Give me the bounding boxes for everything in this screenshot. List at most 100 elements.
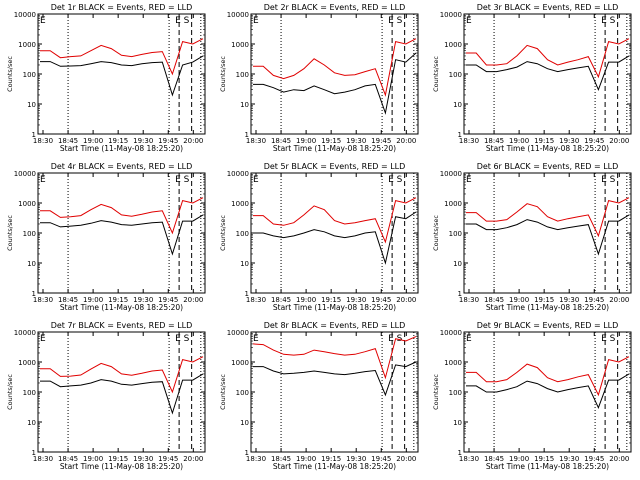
marker-right: E S — [601, 16, 616, 26]
x-axis-label: Start Time (11-May-08 18:25:20) — [273, 303, 396, 312]
lld-series-line — [466, 197, 630, 238]
x-tick-label: 20:00 — [183, 296, 203, 304]
x-tick-label: 19:15 — [534, 296, 554, 304]
y-tick-label: 1000 — [444, 359, 462, 367]
y-tick-label: 100 — [449, 71, 462, 79]
plot-frame — [250, 172, 419, 294]
y-tick-label: 100 — [236, 71, 249, 79]
panel-title: Det 4r BLACK = Events, RED = LLD — [51, 162, 193, 171]
y-axis-label: Counts/sec — [219, 374, 227, 410]
lld-series-line — [40, 197, 204, 235]
x-tick-label: 19:00 — [296, 137, 316, 145]
x-tick-label: 20:00 — [396, 455, 416, 463]
x-tick-label: 18:45 — [58, 137, 78, 145]
lld-series-line — [40, 38, 204, 76]
x-tick-label: 18:30 — [33, 455, 53, 463]
marker-right: E S — [388, 175, 403, 185]
x-tick-label: 20:00 — [183, 455, 203, 463]
x-tick-label: 18:30 — [33, 296, 53, 304]
y-axis-label: Counts/sec — [432, 215, 440, 251]
marker-left: E — [466, 334, 472, 344]
plot-frame — [37, 172, 206, 294]
y-tick-label: 1000 — [18, 200, 36, 208]
marker-right: E S — [175, 334, 190, 344]
x-tick-label: 20:00 — [609, 137, 629, 145]
x-tick-label: 19:15 — [108, 137, 128, 145]
lld-series-line — [253, 38, 417, 97]
x-tick-label: 19:00 — [296, 455, 316, 463]
x-tick-label: 19:00 — [509, 296, 529, 304]
x-tick-label: 18:45 — [58, 455, 78, 463]
x-tick-label: 20:00 — [396, 137, 416, 145]
plot-frame — [463, 13, 632, 135]
x-tick-label: 19:30 — [346, 296, 366, 304]
x-tick-label: 19:15 — [321, 137, 341, 145]
y-tick-label: 1000 — [444, 41, 462, 49]
chart-panel: Det 9r BLACK = Events, RED = LLD 10000 100… — [432, 321, 632, 471]
x-tick-label: 19:15 — [108, 455, 128, 463]
x-tick-label: 19:30 — [559, 455, 579, 463]
y-tick-label: 1 — [245, 131, 249, 139]
x-tick-label: 19:30 — [133, 137, 153, 145]
x-tick-label: 19:30 — [346, 455, 366, 463]
events-series-line — [40, 373, 204, 415]
panel-title: Det 6r BLACK = Events, RED = LLD — [477, 162, 619, 171]
chart-panel: Det 5r BLACK = Events, RED = LLD 10000 100… — [219, 162, 419, 312]
panel-title: Det 9r BLACK = Events, RED = LLD — [477, 321, 619, 330]
y-tick-label: 1000 — [18, 359, 36, 367]
x-tick-label: 19:45 — [584, 296, 604, 304]
x-tick-label: 18:45 — [271, 137, 291, 145]
x-tick-label: 18:45 — [484, 455, 504, 463]
y-axis-label: Counts/sec — [219, 56, 227, 92]
chart-panel: Det 2r BLACK = Events, RED = LLD 10000 100… — [219, 3, 419, 153]
x-tick-label: 19:30 — [559, 296, 579, 304]
x-axis-label: Start Time (11-May-08 18:25:20) — [486, 462, 609, 471]
y-axis-label: Counts/sec — [6, 374, 14, 410]
y-tick-label: 100 — [23, 230, 36, 238]
y-tick-label: 10 — [453, 419, 462, 427]
y-tick-label: 100 — [23, 71, 36, 79]
x-tick-label: 18:45 — [271, 296, 291, 304]
y-tick-label: 10 — [240, 260, 249, 268]
lld-series-line — [253, 197, 417, 244]
marker-left: E — [466, 16, 472, 26]
y-tick-label: 10000 — [14, 329, 36, 337]
marker-left: E — [253, 16, 259, 26]
x-tick-label: 18:45 — [484, 137, 504, 145]
y-tick-label: 10 — [27, 260, 36, 268]
x-tick-label: 19:45 — [158, 296, 178, 304]
x-tick-label: 19:45 — [158, 137, 178, 145]
chart-panel: Det 1r BLACK = Events, RED = LLD 10000 100… — [6, 3, 206, 153]
x-axis-label: Start Time (11-May-08 18:25:20) — [486, 144, 609, 153]
y-tick-label: 10 — [27, 101, 36, 109]
y-tick-label: 10000 — [14, 170, 36, 178]
panel-title: Det 3r BLACK = Events, RED = LLD — [477, 3, 619, 12]
chart-panel: Det 3r BLACK = Events, RED = LLD 10000 100… — [432, 3, 632, 153]
x-tick-label: 20:00 — [183, 137, 203, 145]
x-tick-label: 19:45 — [158, 455, 178, 463]
x-tick-label: 19:15 — [321, 296, 341, 304]
marker-left: E — [40, 175, 46, 185]
x-tick-label: 20:00 — [396, 296, 416, 304]
marker-right: E S — [601, 334, 616, 344]
y-axis-label: Counts/sec — [432, 56, 440, 92]
x-tick-label: 20:00 — [609, 296, 629, 304]
x-tick-label: 18:30 — [246, 137, 266, 145]
x-tick-label: 19:30 — [133, 296, 153, 304]
x-tick-label: 19:00 — [296, 296, 316, 304]
marker-right: E S — [175, 175, 190, 185]
x-tick-label: 18:30 — [459, 296, 479, 304]
marker-left: E — [253, 334, 259, 344]
x-tick-label: 18:30 — [459, 455, 479, 463]
y-tick-label: 1 — [245, 290, 249, 298]
x-tick-label: 19:45 — [584, 455, 604, 463]
y-tick-label: 10000 — [440, 170, 462, 178]
y-tick-label: 1 — [32, 290, 36, 298]
x-tick-label: 18:30 — [33, 137, 53, 145]
x-tick-label: 19:45 — [584, 137, 604, 145]
y-tick-label: 10 — [453, 101, 462, 109]
marker-left: E — [40, 334, 46, 344]
x-tick-label: 20:00 — [609, 455, 629, 463]
y-tick-label: 1 — [32, 449, 36, 457]
y-tick-label: 10 — [240, 419, 249, 427]
